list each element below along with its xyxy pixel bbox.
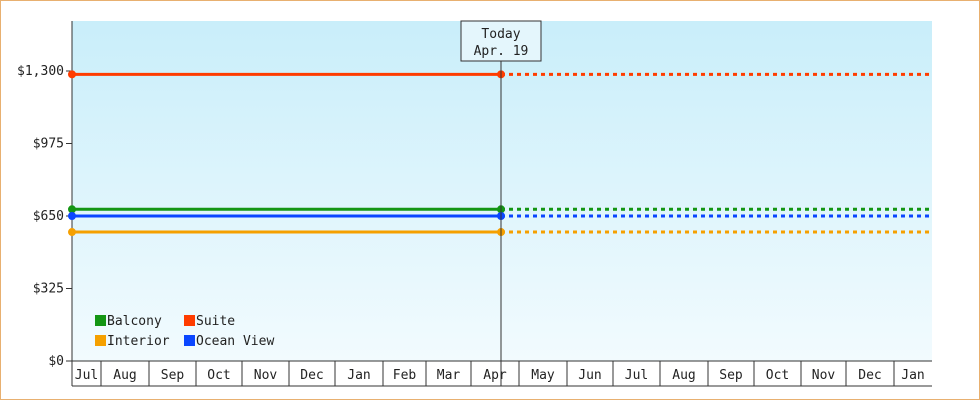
x-tick-label: Oct xyxy=(207,368,230,383)
x-tick-label: Sep xyxy=(161,368,185,383)
today-title: Today xyxy=(481,27,520,42)
today-box xyxy=(460,20,542,62)
x-tick-label: Nov xyxy=(812,368,836,383)
x-tick-label: Aug xyxy=(672,368,695,383)
legend-swatch xyxy=(184,315,195,326)
x-tick-label: Apr xyxy=(483,368,507,383)
y-tick-label: $1,300 xyxy=(17,64,64,79)
y-axis: $0 $325 $650 $975 $1,300 xyxy=(17,21,73,369)
x-tick-label: Feb xyxy=(393,368,417,383)
legend-label: Interior xyxy=(107,334,170,349)
series-point xyxy=(68,212,76,220)
legend-label: Suite xyxy=(196,314,235,329)
x-tick-label: Dec xyxy=(858,368,881,383)
x-axis: Jul Aug Sep Oct Nov Dec Jan Feb Mar Apr May Jun Jul A… xyxy=(71,360,932,387)
today-date: Apr. 19 xyxy=(474,44,529,59)
x-tick-label: Jan xyxy=(347,368,370,383)
today-marker: Today Apr. 19 xyxy=(460,20,542,386)
x-tick-label: Jun xyxy=(578,368,601,383)
y-tick-label: $650 xyxy=(33,209,64,224)
x-tick-label: Sep xyxy=(719,368,743,383)
x-tick-label: Jul xyxy=(625,368,648,383)
x-tick-label: Mar xyxy=(437,368,461,383)
legend-label: Balcony xyxy=(107,314,162,329)
x-tick-label: Oct xyxy=(766,368,789,383)
series-point xyxy=(68,228,76,237)
x-tick-label: Jan xyxy=(901,368,924,383)
series-point xyxy=(68,205,76,214)
legend-swatch xyxy=(95,315,106,326)
legend-swatch xyxy=(95,335,106,346)
x-tick-label: Nov xyxy=(254,368,278,383)
legend: Balcony Suite Interior Ocean View xyxy=(95,314,274,349)
y-tick-label: $325 xyxy=(33,282,64,297)
series-layer xyxy=(68,70,932,237)
y-tick-label: $975 xyxy=(33,137,64,152)
y-tick-label: $0 xyxy=(48,354,64,369)
legend-label: Ocean View xyxy=(196,334,274,349)
series-point xyxy=(68,70,76,79)
legend-swatch xyxy=(184,335,195,346)
x-tick-label: May xyxy=(531,368,555,383)
x-tick-label: Jul xyxy=(75,368,98,383)
x-tick-label: Dec xyxy=(300,368,323,383)
x-tick-label: Aug xyxy=(113,368,136,383)
